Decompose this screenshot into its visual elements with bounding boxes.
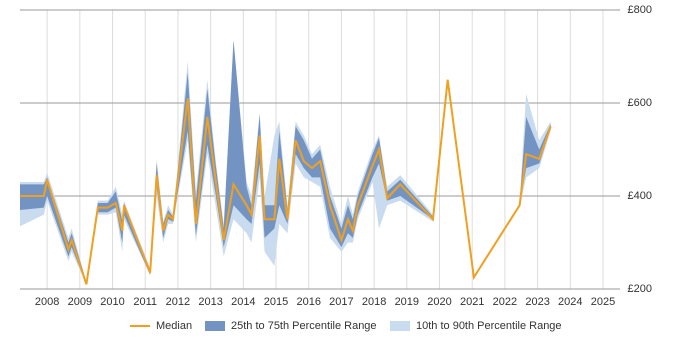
x-tick-label: 2011 bbox=[133, 296, 157, 308]
x-tick-label: 2013 bbox=[198, 296, 222, 308]
median-line bbox=[20, 79, 552, 285]
y-tick-label: £600 bbox=[628, 97, 652, 109]
x-tick-label: 2025 bbox=[591, 296, 615, 308]
x-tick-label: 2010 bbox=[100, 296, 124, 308]
legend-swatch bbox=[390, 321, 410, 331]
x-tick-label: 2009 bbox=[68, 296, 92, 308]
x-tick-label: 2012 bbox=[166, 296, 190, 308]
x-tick-label: 2014 bbox=[231, 296, 255, 308]
x-tick-label: 2021 bbox=[460, 296, 484, 308]
x-tick-label: 2023 bbox=[525, 296, 549, 308]
x-tick-label: 2022 bbox=[493, 296, 517, 308]
x-tick-label: 2024 bbox=[558, 296, 582, 308]
legend-label: 25th to 75th Percentile Range bbox=[231, 320, 377, 332]
legend-label: 10th to 90th Percentile Range bbox=[416, 320, 562, 332]
x-tick-label: 2017 bbox=[329, 296, 353, 308]
y-tick-label: £800 bbox=[628, 4, 652, 16]
y-tick-label: £200 bbox=[628, 283, 652, 295]
y-tick-label: £400 bbox=[628, 190, 652, 202]
x-tick-label: 2018 bbox=[362, 296, 386, 308]
x-tick-label: 2016 bbox=[296, 296, 320, 308]
x-tick-label: 2020 bbox=[427, 296, 451, 308]
x-tick-label: 2019 bbox=[395, 296, 419, 308]
legend-label: Median bbox=[156, 320, 192, 332]
x-tick-label: 2008 bbox=[35, 296, 59, 308]
legend-swatch bbox=[205, 321, 225, 331]
x-tick-label: 2015 bbox=[264, 296, 288, 308]
